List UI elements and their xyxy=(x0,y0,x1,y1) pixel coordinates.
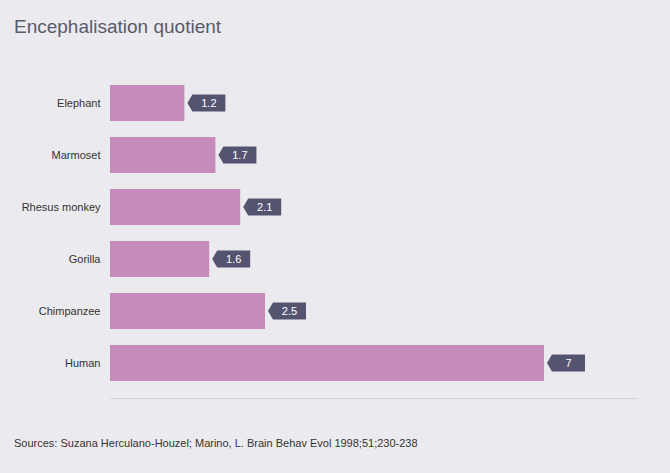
svg-text:1.7: 1.7 xyxy=(232,149,247,161)
svg-text:Elephant: Elephant xyxy=(57,97,100,109)
svg-text:2.1: 2.1 xyxy=(257,201,272,213)
svg-text:Human: Human xyxy=(65,357,100,369)
svg-text:Rhesus monkey: Rhesus monkey xyxy=(22,201,101,213)
svg-text:Chimpanzee: Chimpanzee xyxy=(39,305,101,317)
svg-text:7: 7 xyxy=(565,357,571,369)
svg-text:1.6: 1.6 xyxy=(226,253,241,265)
html-text:Encephalisation quotient: Encephalisation quotient xyxy=(14,16,221,37)
svg-text:Gorilla: Gorilla xyxy=(69,253,102,265)
svg-text:1.2: 1.2 xyxy=(201,97,216,109)
svg-text:2.5: 2.5 xyxy=(282,305,297,317)
html-text:Sources: Suzana Herculano-Houz: Sources: Suzana Herculano-Houzel; Marino… xyxy=(14,437,418,449)
svg-text:Marmoset: Marmoset xyxy=(52,149,101,161)
